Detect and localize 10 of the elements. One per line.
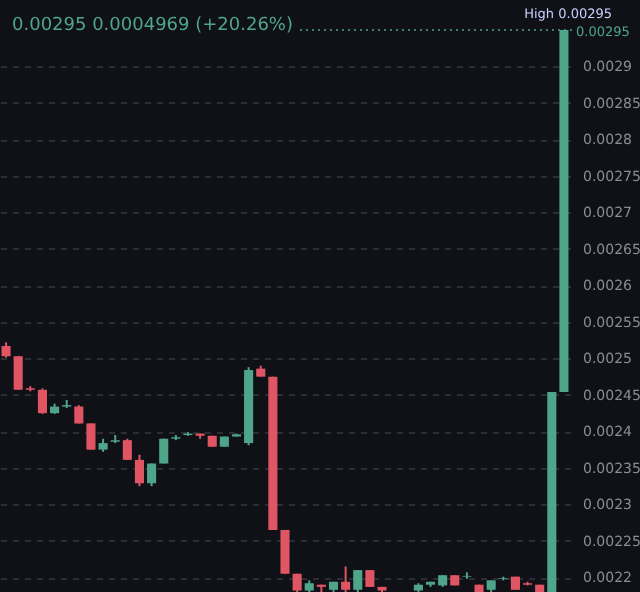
candlestick [134,453,145,488]
candlestick [280,528,290,575]
candlestick [159,437,169,465]
candlestick [353,569,363,592]
candlestick [122,437,132,461]
candlestick [341,565,351,592]
candlestick [37,387,47,415]
candlestick [462,571,472,580]
candlestick [86,422,96,451]
text: 0.00295 0.0004969 (+20.26%) [12,16,293,36]
